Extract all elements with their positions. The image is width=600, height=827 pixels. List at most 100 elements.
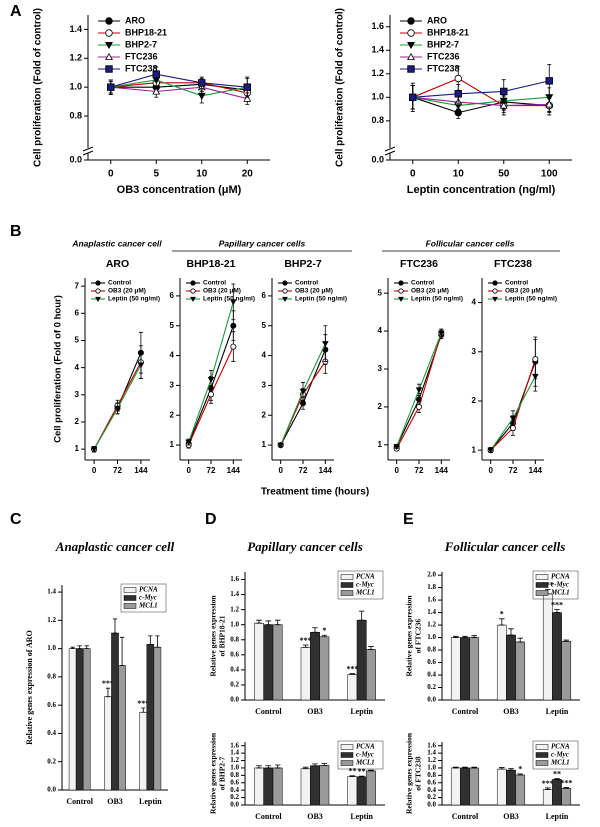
legend-label: Leptin (50 ng/ml) xyxy=(411,296,463,303)
y-tick-label: 0.8 xyxy=(230,771,239,779)
error-bar xyxy=(256,765,262,769)
x-tick-label: Control xyxy=(66,797,93,806)
legend-label: FTC238 xyxy=(427,63,460,73)
y-tick-label: 3 xyxy=(75,390,80,399)
x-tick-label: 100 xyxy=(541,169,558,180)
bar xyxy=(515,774,526,806)
series-line xyxy=(490,361,536,451)
legend-label: Control xyxy=(108,280,131,287)
significance: ** xyxy=(348,767,356,776)
x-tick-label: OB3 xyxy=(503,812,519,821)
bar xyxy=(450,637,461,701)
x-tick-label: 144 xyxy=(319,466,333,475)
significance: * xyxy=(500,610,504,619)
y-tick-label: 1.2 xyxy=(427,756,436,764)
legend-swatch xyxy=(340,590,354,596)
y-tick-label: 0.8 xyxy=(427,771,436,779)
legend-label: Control xyxy=(295,280,318,287)
y-tick-label: 0.4 xyxy=(427,671,436,679)
y-tick-label: 0.0 xyxy=(230,696,239,704)
series-line xyxy=(412,80,550,98)
y-tick-label: 5 xyxy=(75,336,80,345)
bar xyxy=(460,767,470,806)
significance: ** xyxy=(358,767,366,776)
x-tick-label: 0 xyxy=(394,466,399,475)
y-tick-label: 0.4 xyxy=(427,786,436,794)
legend-label: c-Myc xyxy=(551,581,569,589)
x-tick-label: Control xyxy=(255,707,282,716)
y-tick-label: 1.0 xyxy=(47,644,56,652)
y-axis-title: Relative genes expression xyxy=(405,732,414,814)
y-tick-label: 1 xyxy=(75,444,80,453)
marker xyxy=(393,444,400,451)
panel-label: B xyxy=(10,223,22,240)
marker xyxy=(545,77,553,85)
legend-frame xyxy=(120,583,167,613)
error-bar xyxy=(462,766,468,769)
series-line xyxy=(110,82,248,94)
legend-label: MCL1 xyxy=(138,602,158,610)
y-tick-label: 1 xyxy=(170,440,175,449)
marker xyxy=(105,17,113,25)
y-tick-label: 1.2 xyxy=(230,605,239,613)
legend-label: BHP2-7 xyxy=(125,39,157,49)
panel-label: C xyxy=(10,511,22,528)
series-line xyxy=(490,358,536,451)
x-tick-label: 5 xyxy=(153,169,159,180)
y-axis-title: of BHP2-7 xyxy=(218,756,227,790)
marker xyxy=(492,296,498,303)
marker xyxy=(282,288,288,294)
marker xyxy=(282,296,288,303)
legend-label: Leptin (50 ng/ml) xyxy=(505,296,557,303)
series-line xyxy=(110,83,248,91)
group-title: Follicular cancer cells xyxy=(426,238,515,248)
bar xyxy=(561,788,572,806)
x-tick-label: OB3 xyxy=(107,797,123,806)
axis-break xyxy=(384,146,396,156)
marker xyxy=(243,94,252,102)
y-tick-label: 3 xyxy=(170,381,175,390)
bar xyxy=(366,649,376,701)
y-tick-label: 2.0 xyxy=(427,571,436,579)
bar xyxy=(300,647,311,701)
bar xyxy=(300,768,311,806)
bar xyxy=(254,622,264,701)
marker xyxy=(299,400,306,407)
error-bar xyxy=(312,763,318,767)
marker xyxy=(90,446,98,453)
x-tick-label: 72 xyxy=(207,466,216,475)
legend-swatch xyxy=(535,760,549,766)
marker xyxy=(499,101,508,109)
y-axis-title: Relative genes expression of ARO xyxy=(25,630,34,745)
chart-title: ARO xyxy=(106,258,129,270)
axis-break xyxy=(385,148,395,153)
y-axis-title: Cell proliferation (Fold of 0 hour) xyxy=(53,295,64,443)
x-axis-title: Treatment time (hours) xyxy=(261,487,369,498)
marker xyxy=(398,288,404,294)
error-bar xyxy=(119,636,125,666)
y-tick-label: 0.6 xyxy=(230,650,239,658)
y-tick-label: 0.6 xyxy=(427,658,436,666)
legend-label: MCL1 xyxy=(550,589,570,597)
legend-label: c-Myc xyxy=(356,751,374,759)
bar xyxy=(104,696,112,791)
group-title: Anaplastic cancer cell xyxy=(71,238,162,248)
y-tick-label: 0.8 xyxy=(371,115,384,125)
chart-title: FTC238 xyxy=(494,258,532,270)
marker xyxy=(532,356,539,363)
panel-title: Follicular cancer cells xyxy=(444,539,566,554)
y-axis-title: Relative genes expression xyxy=(405,595,414,677)
marker xyxy=(152,70,160,78)
error-bar xyxy=(112,618,118,634)
group-title: Papillary cancer cells xyxy=(219,238,306,248)
bar xyxy=(356,776,367,806)
marker xyxy=(197,92,206,100)
x-tick-label: 144 xyxy=(435,466,449,475)
axis-break xyxy=(82,146,94,156)
x-tick-label: 0 xyxy=(278,466,283,475)
series-line xyxy=(110,79,248,97)
legend-label: PCNA xyxy=(356,743,375,751)
legend-label: FTC236 xyxy=(427,51,460,61)
y-tick-label: 5 xyxy=(378,288,383,297)
legend-label: MCL1 xyxy=(355,589,375,597)
